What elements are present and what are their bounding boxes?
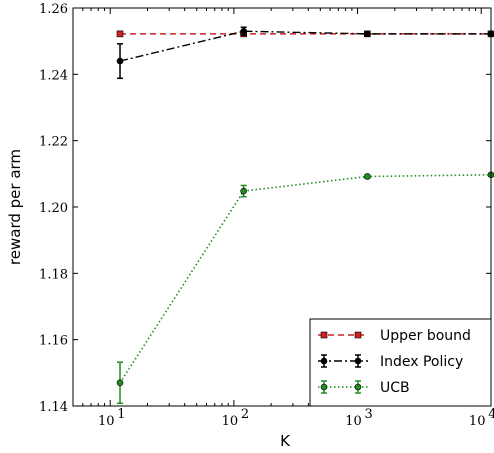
legend-marker — [320, 331, 328, 339]
data-point — [116, 30, 124, 38]
series-ucb — [116, 171, 494, 405]
x-tick-label: 10 — [469, 414, 486, 429]
data-point — [240, 27, 247, 35]
x-tick-label: 10 — [98, 414, 115, 429]
legend-entry: Upper bound — [318, 328, 471, 344]
series-index-policy — [116, 26, 494, 80]
y-tick-label: 1.26 — [39, 2, 68, 17]
legend-marker — [354, 383, 362, 391]
data-point — [364, 30, 371, 38]
x-tick-label-exponent: 3 — [365, 407, 373, 422]
legend: Upper bound Index Policy UCB — [309, 318, 492, 407]
y-tick-label: 1.18 — [39, 267, 68, 282]
legend-entry: UCB — [318, 380, 410, 396]
y-tick-label: 1.14 — [39, 400, 68, 415]
y-axis-title: reward per arm — [6, 149, 24, 265]
legend-entry: Index Policy — [318, 354, 463, 370]
data-point — [240, 187, 247, 195]
legend-label: Index Policy — [380, 354, 463, 370]
x-axis-title: K — [280, 432, 291, 450]
y-tick-label: 1.22 — [39, 135, 68, 150]
legend-marker — [320, 357, 328, 365]
legend-label: Upper bound — [380, 328, 471, 344]
x-tick-label-exponent: 2 — [241, 407, 249, 422]
y-tick-label: 1.24 — [39, 68, 68, 83]
x-tick-label-exponent: 4 — [488, 407, 494, 422]
y-tick-label: 1.20 — [39, 201, 68, 216]
legend-label: UCB — [380, 380, 410, 396]
x-tick-label: 10 — [222, 414, 239, 429]
x-tick-label: 10 — [345, 414, 362, 429]
legend-marker — [354, 331, 362, 339]
legend-marker — [320, 383, 328, 391]
legend-box — [309, 318, 492, 407]
series-layer — [116, 26, 494, 405]
data-point — [116, 57, 124, 65]
y-tick-label: 1.16 — [39, 334, 68, 349]
data-point — [364, 173, 371, 180]
data-point — [116, 379, 124, 387]
legend-marker — [354, 357, 362, 365]
x-tick-label-exponent: 1 — [117, 407, 125, 422]
